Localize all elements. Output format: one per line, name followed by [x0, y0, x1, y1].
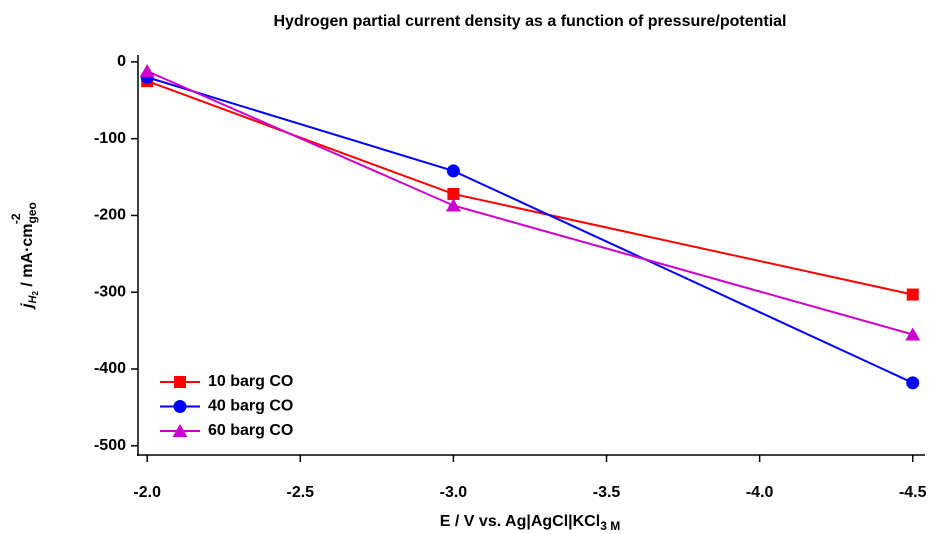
x-tick-label: -3.0 — [440, 484, 468, 501]
data-point — [446, 164, 460, 178]
y-tick-label: -400 — [94, 360, 126, 377]
legend-marker — [172, 424, 188, 437]
x-axis-label: E / V vs. Ag|AgCl|KCl3 M — [440, 513, 620, 533]
data-point — [139, 64, 155, 78]
y-label-j: j — [19, 303, 36, 310]
x-label-sub: 3 M — [600, 519, 620, 533]
x-tick-label: -2.0 — [133, 484, 161, 501]
y-label-unit: / mA·cm — [19, 223, 36, 291]
x-tick-label: -2.5 — [287, 484, 315, 501]
y-tick-label: -300 — [94, 283, 126, 300]
data-point — [906, 288, 919, 301]
legend-label: 10 barg CO — [208, 373, 293, 390]
data-point — [906, 376, 920, 390]
legend-label: 60 barg CO — [208, 422, 293, 439]
y-label-exp: -2 — [9, 213, 23, 224]
data-point — [447, 187, 460, 200]
y-tick-label: 0 — [117, 53, 126, 70]
series-line — [146, 70, 914, 336]
y-label-h: H — [27, 294, 39, 303]
legend-marker — [174, 376, 186, 388]
y-axis-label: jH2 / mA·cmgeo-2 — [9, 202, 40, 310]
x-tick-label: -4.5 — [899, 484, 927, 501]
x-tick-label: -3.5 — [593, 484, 621, 501]
y-tick-label: -100 — [94, 130, 126, 147]
x-tick-label: -4.0 — [746, 484, 774, 501]
x-label-main: E / V vs. Ag|AgCl|KCl — [440, 513, 600, 530]
data-point — [905, 327, 921, 341]
data-point — [445, 198, 461, 212]
y-label-2: 2 — [31, 290, 40, 295]
legend-marker — [173, 400, 187, 413]
chart-title: Hydrogen partial current density as a fu… — [274, 13, 787, 30]
y-label-geo: geo — [25, 202, 39, 223]
y-tick-label: -500 — [94, 437, 126, 454]
legend-label: 40 barg CO — [208, 398, 293, 415]
y-tick-label: -200 — [94, 207, 126, 224]
